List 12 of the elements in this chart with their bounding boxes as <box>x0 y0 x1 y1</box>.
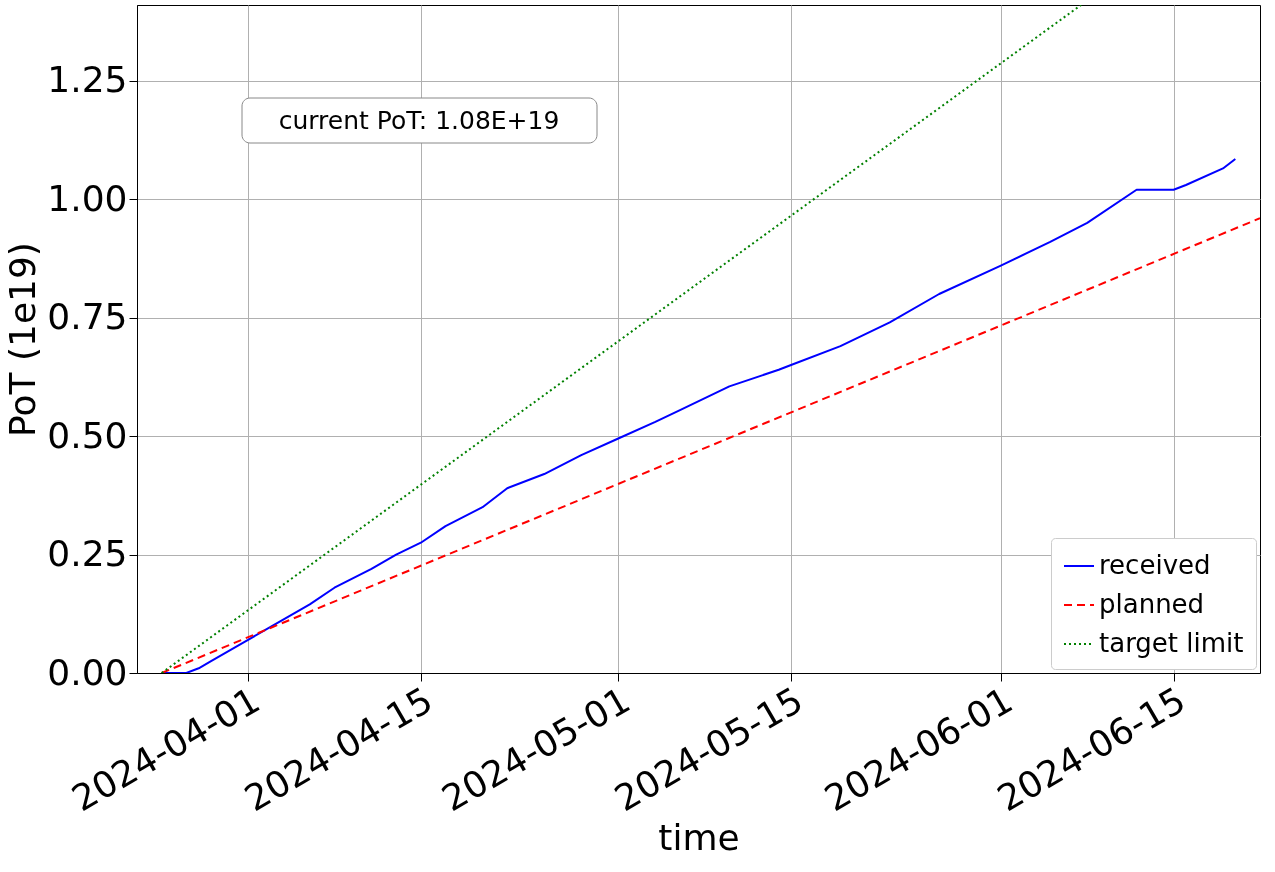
y-tick-label: 0.50 <box>47 414 128 456</box>
legend-label: target limit <box>1099 628 1244 658</box>
legend-label: planned <box>1099 589 1205 619</box>
y-axis-title: PoT (1e19) <box>2 242 44 437</box>
y-tick-label: 1.00 <box>47 177 128 219</box>
annotation: current PoT: 1.08E+19 <box>278 106 560 135</box>
x-axis-title: time <box>658 817 740 859</box>
y-tick-label: 1.25 <box>47 59 128 101</box>
y-tick-label: 0.00 <box>47 651 128 693</box>
y-tick-label: 0.25 <box>47 533 128 575</box>
legend-label: received <box>1099 550 1211 580</box>
y-tick-label: 0.75 <box>47 296 128 338</box>
